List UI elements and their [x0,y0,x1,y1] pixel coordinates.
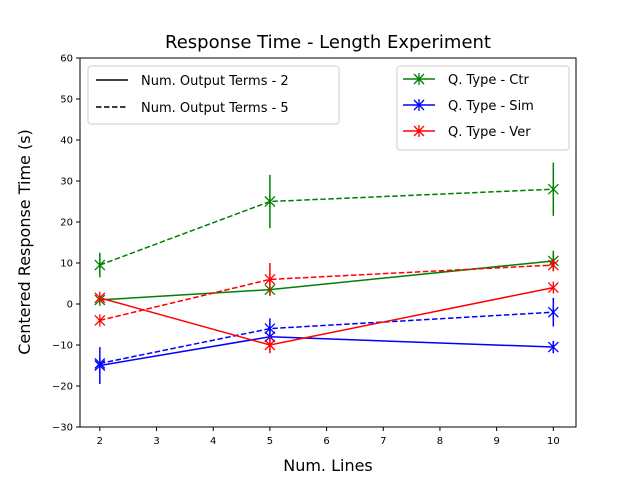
data-point [547,183,559,196]
legend-marker [413,125,425,137]
series-sim-5-terms [94,297,559,370]
legend-label: Q. Type - Ctr [448,73,529,88]
x-tick-label: 7 [380,436,386,447]
x-tick-label: 9 [493,436,499,447]
x-tick-label: 6 [323,436,329,447]
series-line [99,264,554,322]
series-ctr-5-terms [94,162,559,278]
x-tick-label: 8 [437,436,443,447]
axes-frame [79,57,577,428]
data-point [264,339,276,351]
y-tick-label: 60 [60,54,73,65]
legend-question-type: Q. Type - Ctr Q. Type - Sim Q. Type - Ver [396,65,570,151]
series-ver-5-terms [94,258,559,327]
y-tick-label: −10 [52,341,73,352]
legend-label: Q. Type - Sim [448,99,534,114]
data-point [264,195,276,208]
x-axis-title: Num. Lines [283,456,373,475]
y-tick-label: 20 [60,218,73,229]
data-point [94,359,106,372]
x-tick-label: 3 [153,436,159,447]
chart-title: Response Time - Length Experiment [165,32,491,53]
y-tick-label: 40 [60,136,73,147]
data-point [94,291,106,304]
data-point [547,341,559,354]
x-tick-label: 10 [547,436,560,447]
x-tick-label: 4 [210,436,216,447]
series-line [99,188,554,266]
series-ver-2-terms [94,281,559,354]
y-tick-label: −20 [52,382,73,393]
data-point [547,259,559,272]
y-tick-label: 0 [67,300,73,311]
x-tick-label: 5 [267,436,273,447]
y-tick-label: 50 [60,95,73,106]
data-point [94,259,106,272]
legend-label: Num. Output Terms - 2 [141,74,289,89]
legend-marker [413,99,425,111]
legend-box [396,65,570,151]
data-point [264,273,276,286]
series-line [99,311,554,365]
legend-marker [413,73,425,85]
plot-area: 2 3 4 5 6 7 8 9 10 −30 −20 −10 0 10 20 30 40 50 60 Num. Out… [52,54,577,447]
y-tick-label: 30 [60,177,73,188]
y-tick-label: 10 [60,259,73,270]
legend-label: Q. Type - Ver [448,125,531,140]
legend-box [87,65,340,125]
legend-line-style: Num. Output Terms - 2 Num. Output Terms -… [87,65,340,125]
x-tick-label: 2 [97,436,103,447]
data-point [547,306,559,319]
y-tick-label: −30 [52,423,73,434]
data-point [547,281,559,294]
legend-label: Num. Output Terms - 5 [141,101,289,116]
data-point [94,314,106,327]
y-axis-title: Centered Response Time (s) [15,129,34,355]
